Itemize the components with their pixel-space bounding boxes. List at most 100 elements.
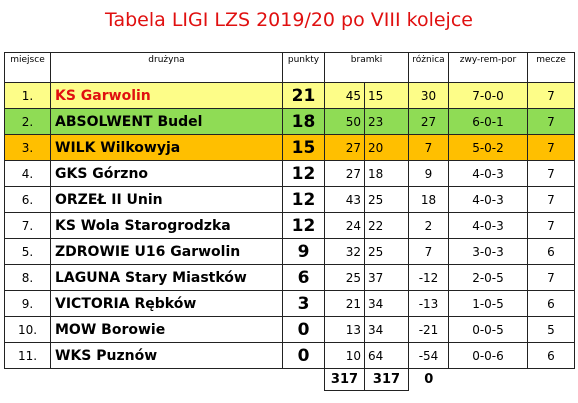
goals-for-cell: 32 — [324, 238, 365, 265]
points-cell: 12 — [282, 186, 325, 213]
header-row: miejsce drużyna punkty bramki różnica zw… — [4, 52, 575, 83]
goals-for-cell: 21 — [324, 290, 365, 317]
goals-against-cell: 64 — [364, 342, 409, 369]
team-cell: KS Wola Starogrodzka — [50, 212, 283, 239]
goals-against-cell: 15 — [364, 82, 409, 109]
points-cell: 15 — [282, 134, 325, 161]
matches-cell: 7 — [527, 82, 575, 109]
goals-against-cell: 20 — [364, 134, 409, 161]
goals-against-cell: 25 — [364, 186, 409, 213]
difference-cell: 18 — [408, 186, 449, 213]
empty-cell — [449, 369, 528, 391]
goals-for-cell: 24 — [324, 212, 365, 239]
header-position: miejsce — [4, 52, 51, 83]
team-cell: VICTORIA Rębków — [50, 290, 283, 317]
difference-cell: -54 — [408, 342, 449, 369]
table-row: 9. VICTORIA Rębków 3 21 34 -13 1-0-5 6 — [4, 290, 575, 317]
record-cell: 1-0-5 — [448, 290, 528, 317]
goals-against-cell: 23 — [364, 108, 409, 135]
points-cell: 12 — [282, 160, 325, 187]
goals-against-cell: 37 — [364, 264, 409, 291]
difference-cell: 7 — [408, 134, 449, 161]
record-cell: 0-0-5 — [448, 316, 528, 343]
matches-cell: 6 — [527, 342, 575, 369]
total-goals-against: 317 — [364, 368, 409, 391]
difference-cell: 2 — [408, 212, 449, 239]
empty-cell — [5, 369, 51, 391]
position-cell: 11. — [4, 342, 51, 369]
goals-against-cell: 22 — [364, 212, 409, 239]
points-cell: 0 — [282, 316, 325, 343]
record-cell: 2-0-5 — [448, 264, 528, 291]
goals-for-cell: 27 — [324, 160, 365, 187]
record-cell: 3-0-3 — [448, 238, 528, 265]
points-cell: 21 — [282, 82, 325, 109]
team-cell: ABSOLWENT Budel — [50, 108, 283, 135]
points-cell: 0 — [282, 342, 325, 369]
header-record: zwy-rem-por — [448, 52, 528, 83]
team-cell: WILK Wilkowyja — [50, 134, 283, 161]
position-cell: 5. — [4, 238, 51, 265]
header-difference: różnica — [408, 52, 449, 83]
table-row: 1. KS Garwolin 21 45 15 30 7-0-0 7 — [4, 82, 575, 109]
record-cell: 4-0-3 — [448, 212, 528, 239]
matches-cell: 7 — [527, 186, 575, 213]
total-difference: 0 — [424, 372, 434, 388]
record-cell: 5-0-2 — [448, 134, 528, 161]
team-cell: ZDROWIE U16 Garwolin — [50, 238, 283, 265]
difference-cell: -21 — [408, 316, 449, 343]
team-cell: KS Garwolin — [50, 82, 283, 109]
record-cell: 0-0-6 — [448, 342, 528, 369]
goals-for-cell: 25 — [324, 264, 365, 291]
matches-cell: 7 — [527, 108, 575, 135]
table-row: 2. ABSOLWENT Budel 18 50 23 27 6-0-1 7 — [4, 108, 575, 135]
totals-row: 317 317 0 — [5, 368, 575, 391]
points-cell: 12 — [282, 212, 325, 239]
position-cell: 7. — [4, 212, 51, 239]
table-row: 4. GKS Górzno 12 27 18 9 4-0-3 7 — [4, 160, 575, 187]
position-cell: 4. — [4, 160, 51, 187]
position-cell: 1. — [4, 82, 51, 109]
difference-cell: -12 — [408, 264, 449, 291]
position-cell: 10. — [4, 316, 51, 343]
difference-cell: 30 — [408, 82, 449, 109]
matches-cell: 6 — [527, 238, 575, 265]
record-cell: 7-0-0 — [448, 82, 528, 109]
page-title: Tabela LIGI LZS 2019/20 po VIII kolejce — [105, 9, 473, 31]
goals-against-cell: 34 — [364, 290, 409, 317]
goals-for-cell: 27 — [324, 134, 365, 161]
points-cell: 9 — [282, 238, 325, 265]
points-cell: 3 — [282, 290, 325, 317]
matches-cell: 7 — [527, 212, 575, 239]
team-cell: GKS Górzno — [50, 160, 283, 187]
difference-cell: 9 — [408, 160, 449, 187]
record-cell: 4-0-3 — [448, 186, 528, 213]
header-points: punkty — [282, 52, 325, 83]
team-cell: WKS Puznów — [50, 342, 283, 369]
matches-cell: 7 — [527, 134, 575, 161]
points-cell: 6 — [282, 264, 325, 291]
table-row: 5. ZDROWIE U16 Garwolin 9 32 25 7 3-0-3 6 — [4, 238, 575, 265]
matches-cell: 7 — [527, 264, 575, 291]
table-row: 10. MOW Borowie 0 13 34 -21 0-0-5 5 — [4, 316, 575, 343]
record-cell: 4-0-3 — [448, 160, 528, 187]
goals-for-cell: 43 — [324, 186, 365, 213]
goals-against-cell: 34 — [364, 316, 409, 343]
position-cell: 8. — [4, 264, 51, 291]
points-cell: 18 — [282, 108, 325, 135]
header-goals: bramki — [324, 52, 409, 83]
difference-cell: 27 — [408, 108, 449, 135]
team-cell: MOW Borowie — [50, 316, 283, 343]
table-row: 6. ORZEŁ II Unin 12 43 25 18 4-0-3 7 — [4, 186, 575, 213]
goals-against-cell: 18 — [364, 160, 409, 187]
table-row: 7. KS Wola Starogrodzka 12 24 22 2 4-0-3 7 — [4, 212, 575, 239]
table-row: 3. WILK Wilkowyja 15 27 20 7 5-0-2 7 — [4, 134, 575, 161]
goals-for-cell: 50 — [324, 108, 365, 135]
header-matches: mecze — [527, 52, 575, 83]
position-cell: 9. — [4, 290, 51, 317]
table-row: 11. WKS Puznów 0 10 64 -54 0-0-6 6 — [4, 342, 575, 369]
goals-for-cell: 10 — [324, 342, 365, 369]
difference-cell: 7 — [408, 238, 449, 265]
total-goals-for: 317 — [324, 368, 365, 391]
position-cell: 6. — [4, 186, 51, 213]
